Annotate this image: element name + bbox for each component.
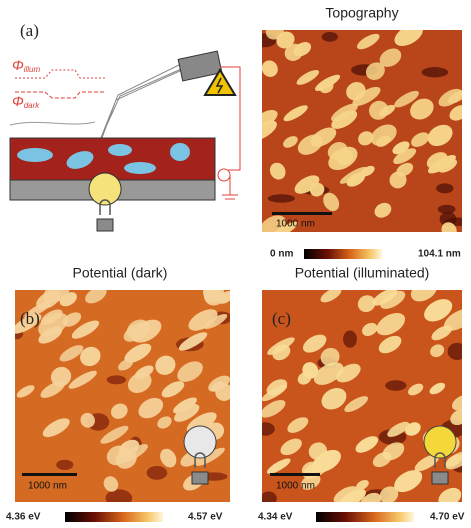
texture (343, 331, 357, 348)
scale-bar (272, 212, 332, 215)
colorbar (316, 512, 414, 522)
schematic: (a) Φillum Φdark (10, 21, 240, 231)
texture (436, 183, 453, 193)
texture (448, 343, 467, 360)
phi-dark: Φdark (12, 93, 40, 110)
scale-bar (22, 473, 77, 476)
texture (322, 32, 338, 42)
phi-symbol: Φ (12, 57, 24, 73)
panel-title: Potential (dark) (73, 265, 168, 281)
texture (256, 422, 275, 435)
scale-bar-label: 1000 nm (276, 481, 315, 492)
texture (147, 466, 168, 480)
panel-title: Potential (illuminated) (295, 265, 430, 281)
texture (56, 460, 73, 470)
colorbar (304, 249, 382, 259)
panel-label: (c) (272, 309, 291, 328)
colorbar-max: 4.57 eV (188, 512, 223, 523)
texture (107, 375, 126, 384)
texture (438, 205, 456, 214)
texture (422, 67, 449, 77)
scale-bar-label: 1000 nm (28, 481, 67, 492)
colorbar-min: 4.34 eV (258, 512, 293, 523)
topography-image (245, 19, 471, 242)
panel-label: (a) (20, 21, 39, 40)
colorbar-max: 104.1 nm (418, 249, 461, 260)
scale-bar-label: 1000 nm (276, 219, 315, 230)
texture (262, 290, 462, 502)
phi-symbol: Φ (12, 93, 24, 109)
scale-bar (270, 473, 320, 476)
colorbar-min: 0 nm (270, 249, 293, 260)
phi-subscript: illum (24, 65, 41, 74)
colorbar (65, 512, 163, 522)
texture (385, 380, 406, 390)
texture (268, 194, 295, 202)
texture (260, 491, 276, 505)
texture (106, 489, 133, 506)
panel-label: (b) (20, 309, 40, 328)
phi-subscript: dark (24, 101, 41, 110)
colorbar-min: 4.36 eV (6, 512, 41, 523)
phi-illum: Φillum (12, 57, 41, 74)
figure: (a) Φillum Φdark Topography 1000 nm 0 nm… (0, 0, 471, 528)
colorbar-max: 4.70 eV (430, 512, 465, 523)
panel-title: Topography (325, 5, 398, 21)
